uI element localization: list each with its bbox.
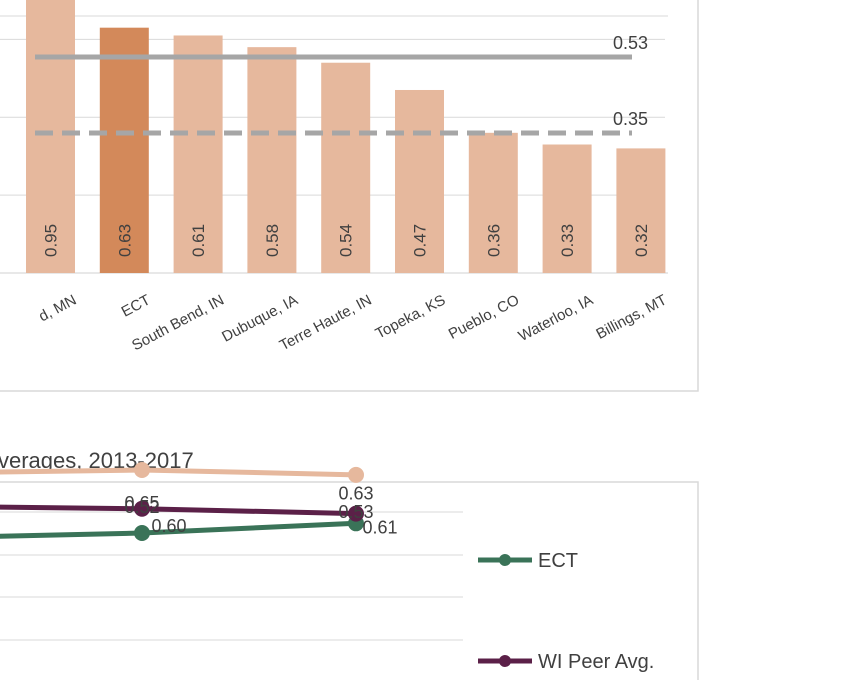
bar-1 [99,27,149,273]
bar-value-label: 0.33 [558,224,577,257]
series-line-2 [0,467,359,478]
bar-2 [173,35,223,273]
bar-6 [468,132,518,273]
line-chart-frame [0,481,699,680]
legend-marker [499,554,511,566]
bar-category-label: Billings, MT [593,292,669,343]
series-line-1 [0,504,359,517]
series-point [348,466,364,483]
series-point-label: 0.63 [338,483,373,503]
bar-value-label: 0.47 [411,224,430,257]
bar-4 [321,62,371,274]
bar-0 [26,0,75,273]
series-point [348,505,364,522]
bar-chart-frame [0,0,699,392]
bar-value-label: 0.58 [263,224,282,257]
bar-8 [616,148,666,273]
series-point-label: 0.53 [338,502,373,522]
series-point [134,462,150,478]
bar-category-label: Waterloo, IA [516,292,596,345]
bar-value-label: 0.32 [632,224,651,257]
legend-marker [499,655,511,667]
bar-category-label: d, MN [36,292,79,326]
series-point-label: 0.61 [362,518,397,538]
bar-value-label: 0.95 [42,224,61,257]
legend-entry: WI Peer Avg. [538,651,654,673]
bar-category-label: Pueblo, CO [446,292,522,343]
bar-3 [247,47,297,273]
bar-7 [542,144,592,273]
series-point-label: 0.60 [151,516,186,536]
bar-value-label: 0.61 [189,224,208,257]
series-point [134,500,150,517]
line-chart: verages, 2013-20170.650.630.600.610.520.… [0,448,699,680]
bar-value-label: 0.63 [115,224,134,257]
legend-entry: ECT [538,550,578,572]
series-point-label: 0.52 [124,497,159,517]
bar-value-label: 0.36 [484,224,503,257]
bar-5 [395,89,444,273]
bar-category-label: ECT [119,292,153,321]
reference-line-label: 0.35 [613,109,648,129]
reference-line-label: 0.53 [613,33,648,53]
bar-category-label: Topeka, KS [373,292,449,343]
bar-value-label: 0.54 [337,224,356,257]
series-point [134,525,150,541]
